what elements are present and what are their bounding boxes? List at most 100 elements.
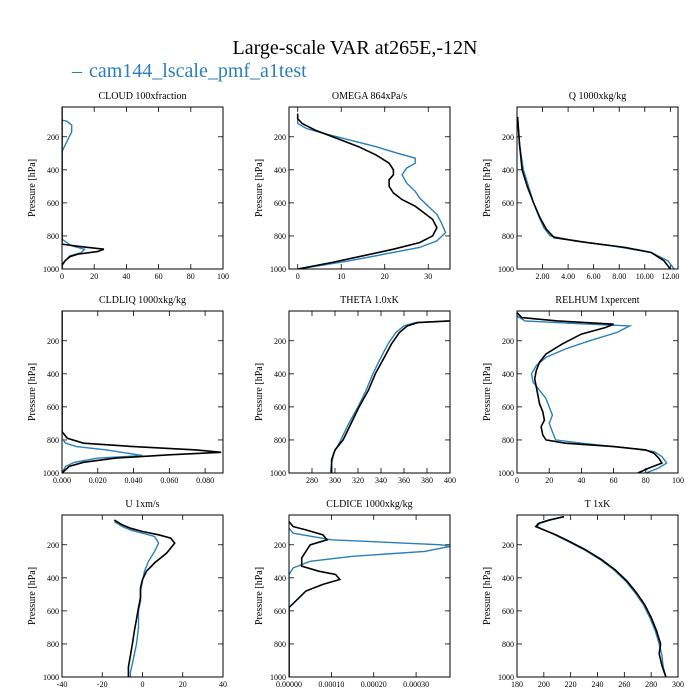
y-tick-label: 600 <box>274 403 286 412</box>
series-line-black <box>517 116 671 269</box>
x-tick-label: 400 <box>444 476 456 485</box>
series-line-black <box>289 521 342 677</box>
x-tick-label: 280 <box>306 476 318 485</box>
series-line-blue <box>536 516 667 677</box>
y-tick-label: 600 <box>502 403 514 412</box>
y-tick-label: 1000 <box>43 265 59 274</box>
x-tick-label: 320 <box>352 476 364 485</box>
y-tick-label: 200 <box>502 337 514 346</box>
series-line-black <box>534 515 667 677</box>
y-tick-label: 400 <box>47 574 59 583</box>
y-tick-label: 400 <box>274 166 286 175</box>
x-tick-label: 100 <box>217 272 229 281</box>
legend-label-cam144: cam144_lscale_pmf_a1test <box>89 60 307 82</box>
panel-title: Q 1000xkg/kg <box>569 91 627 102</box>
x-tick-label: 60 <box>610 476 618 485</box>
x-tick-label: 0.040 <box>125 476 143 485</box>
y-tick-label: 400 <box>502 166 514 175</box>
x-tick-label: 0.080 <box>196 476 214 485</box>
x-tick-label: 30 <box>424 272 432 281</box>
y-axis-label: Pressure [hPa] <box>482 567 493 625</box>
panel-title: OMEGA 864xPa/s <box>332 91 407 102</box>
y-axis-label: Pressure [hPa] <box>254 159 265 217</box>
y-tick-label: 1000 <box>498 469 514 478</box>
x-tick-label: 8.00 <box>612 272 626 281</box>
y-tick-label: 800 <box>274 436 286 445</box>
x-tick-label: 80 <box>187 272 195 281</box>
panel-7: CLDICE 1000xkg/kg Pressure [hPa] 200 400 600… <box>254 499 451 689</box>
x-tick-label: 20 <box>381 272 389 281</box>
y-tick-label: 400 <box>47 166 59 175</box>
x-tick-label: 60 <box>155 272 163 281</box>
plot-frame <box>61 310 224 474</box>
x-tick-label: 0.00020 <box>361 680 387 689</box>
x-tick-label: 2.00 <box>536 272 550 281</box>
y-tick-label: 800 <box>502 640 514 649</box>
series-line-black <box>517 312 664 473</box>
y-tick-label: 200 <box>274 133 286 142</box>
series-line-black <box>62 107 105 269</box>
x-tick-label: 20 <box>545 476 553 485</box>
x-tick-label: 220 <box>565 680 577 689</box>
x-tick-label: 0.020 <box>89 476 107 485</box>
x-tick-label: 6.00 <box>587 272 601 281</box>
y-tick-label: 600 <box>274 199 286 208</box>
panel-title: CLOUD 100xfraction <box>98 91 186 102</box>
panel-title: CLDICE 1000xkg/kg <box>326 499 412 510</box>
y-tick-label: 800 <box>274 232 286 241</box>
y-tick-label: 400 <box>47 370 59 379</box>
x-tick-label: 300 <box>672 680 684 689</box>
y-tick-label: 800 <box>47 436 59 445</box>
x-tick-label: 0 <box>296 272 300 281</box>
y-tick-label: 200 <box>274 337 286 346</box>
x-tick-label: 40 <box>219 680 227 689</box>
panel-2: Q 1000xkg/kg Pressure [hPa] 200 400 600 800 10… <box>482 91 679 281</box>
x-tick-label: 0.00010 <box>318 680 344 689</box>
y-tick-label: 200 <box>47 541 59 550</box>
y-tick-label: 600 <box>274 607 286 616</box>
x-tick-label: 200 <box>538 680 550 689</box>
x-tick-label: 20 <box>179 680 187 689</box>
x-tick-label: 80 <box>642 476 650 485</box>
series-line-black <box>62 311 222 473</box>
x-tick-label: 340 <box>375 476 387 485</box>
x-tick-label: 0 <box>60 272 64 281</box>
plot-frame <box>516 106 679 270</box>
y-tick-label: 400 <box>502 574 514 583</box>
x-tick-label: -40 <box>57 680 68 689</box>
x-tick-label: 10.00 <box>636 272 654 281</box>
y-axis-label: Pressure [hPa] <box>27 363 38 421</box>
plot-frame <box>516 310 679 474</box>
y-tick-label: 1000 <box>498 673 514 682</box>
y-tick-label: 1000 <box>270 469 286 478</box>
series-line-black <box>296 113 438 269</box>
series-line-blue <box>297 116 447 269</box>
y-tick-label: 800 <box>274 640 286 649</box>
x-tick-label: 380 <box>421 476 433 485</box>
x-tick-label: 12.00 <box>661 272 679 281</box>
y-axis-label: Pressure [hPa] <box>482 159 493 217</box>
y-tick-label: 1000 <box>43 673 59 682</box>
panel-title: U 1xm/s <box>125 499 159 510</box>
panel-3: CLDLIQ 1000xkg/kg Pressure [hPa] 200 400 600… <box>27 295 224 485</box>
figure-title: Large-scale VAR at265E,-12N <box>233 37 478 59</box>
y-tick-label: 200 <box>502 133 514 142</box>
panel-title: THETA 1.0xK <box>340 295 399 306</box>
x-tick-label: 280 <box>645 680 657 689</box>
x-tick-label: 360 <box>398 476 410 485</box>
y-tick-label: 600 <box>502 607 514 616</box>
series-line-black <box>330 320 450 473</box>
y-tick-label: 800 <box>502 436 514 445</box>
x-tick-label: -20 <box>97 680 108 689</box>
y-tick-label: 800 <box>502 232 514 241</box>
series-line-blue <box>289 527 450 677</box>
x-tick-label: 40 <box>577 476 585 485</box>
y-tick-label: 600 <box>502 199 514 208</box>
y-tick-label: 200 <box>47 337 59 346</box>
x-tick-label: 100 <box>672 476 684 485</box>
plot-frame <box>288 310 451 474</box>
